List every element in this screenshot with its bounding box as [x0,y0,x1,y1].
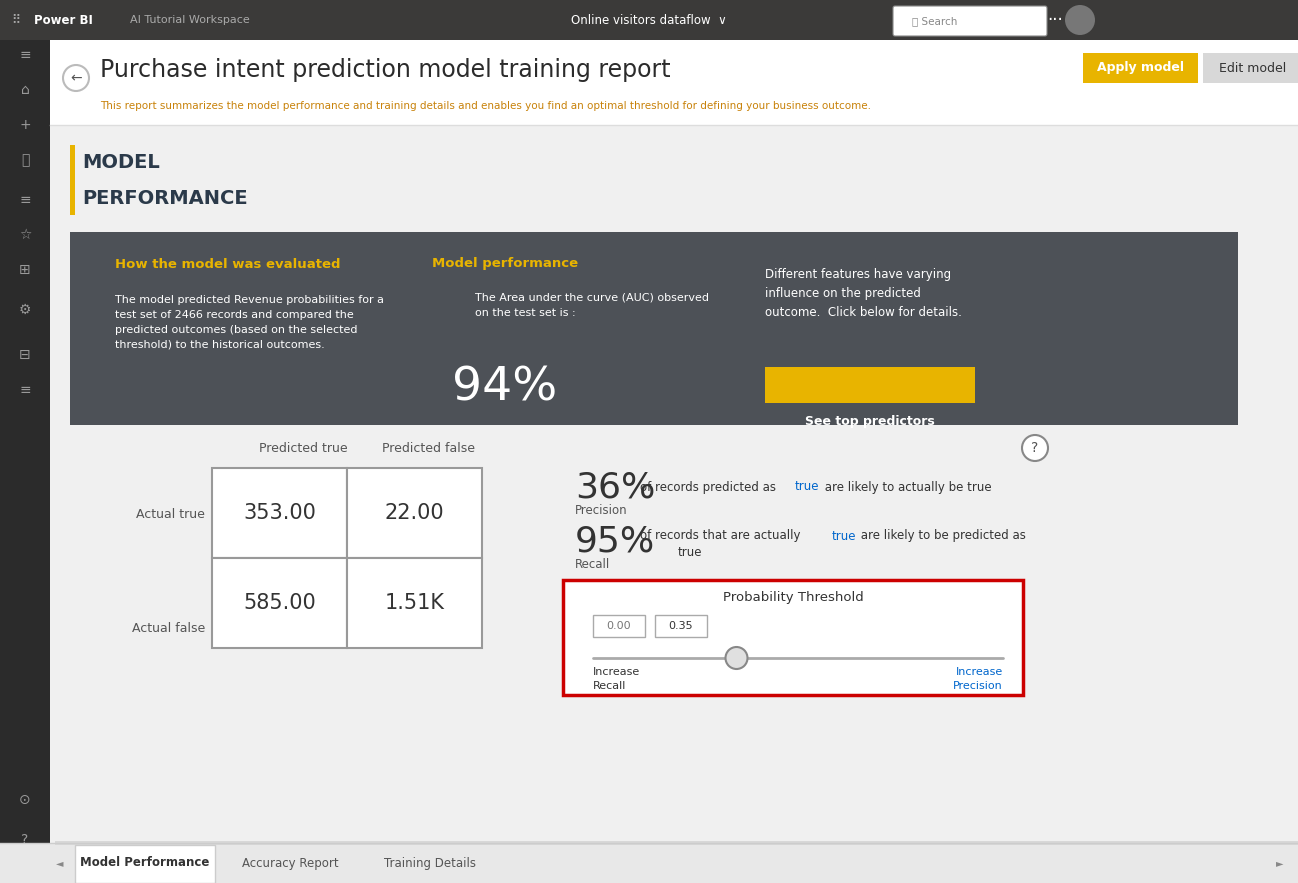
Text: true: true [832,530,857,542]
Bar [0,40,51,883]
FancyBboxPatch shape [1203,53,1298,83]
Bar [0,0,1298,40]
Text: ⚙: ⚙ [18,303,31,317]
Bar [51,40,1298,125]
Bar [655,615,707,637]
Text: The model predicted Revenue probabilities for a
test set of 2466 records and com: The model predicted Revenue probabilitie… [116,295,384,350]
Text: Precision: Precision [953,681,1003,691]
Text: 22.00: 22.00 [384,503,444,523]
Bar [51,125,1298,848]
Bar [563,580,1023,695]
Text: Predicted false: Predicted false [382,442,475,455]
Text: Different features have varying
influence on the predicted
outcome.  Click below: Different features have varying influenc… [765,268,962,319]
Bar [75,845,215,883]
Text: ···: ··· [1047,11,1063,29]
Text: Training Details: Training Details [384,857,476,870]
Text: Precision: Precision [575,503,628,517]
Text: Predicted true: Predicted true [258,442,348,455]
Text: Apply model: Apply model [1097,62,1184,74]
Text: The Area under the curve (AUC) observed
on the test set is :: The Area under the curve (AUC) observed … [475,293,709,318]
Text: are likely to actually be true: are likely to actually be true [822,480,992,494]
Text: ⊙: ⊙ [19,793,31,807]
Text: 353.00: 353.00 [243,503,315,523]
Text: of records predicted as: of records predicted as [640,480,780,494]
Text: PERFORMANCE: PERFORMANCE [82,188,248,208]
Text: How the model was evaluated: How the model was evaluated [116,259,340,271]
Text: ⊞: ⊞ [19,263,31,277]
Circle shape [1022,435,1047,461]
Text: are likely to be predicted as: are likely to be predicted as [857,530,1025,542]
Circle shape [1064,5,1096,35]
Text: See top predictors: See top predictors [805,414,935,427]
Text: ⌂: ⌂ [21,83,30,97]
Text: Increase: Increase [593,667,640,677]
Text: 0.35: 0.35 [668,621,693,631]
Bar [70,145,75,215]
Text: ☆: ☆ [18,228,31,242]
Text: AI Tutorial Workspace: AI Tutorial Workspace [130,15,249,25]
Text: Recall: Recall [593,681,627,691]
FancyBboxPatch shape [893,6,1047,36]
Text: MODEL: MODEL [82,154,160,172]
Text: true: true [678,547,702,560]
Text: Model performance: Model performance [432,256,578,269]
Text: ?: ? [1032,441,1038,455]
Text: ⠿: ⠿ [12,13,21,26]
Text: Accuracy Report: Accuracy Report [241,857,339,870]
Text: Probability Threshold: Probability Threshold [723,592,863,605]
Bar [347,468,482,558]
Bar [212,558,347,648]
Text: ←: ← [70,71,82,85]
Text: Actual true: Actual true [136,509,205,522]
Text: Increase: Increase [955,667,1003,677]
Text: ≡: ≡ [19,383,31,397]
Bar [212,468,347,558]
Text: ⬜: ⬜ [21,153,29,167]
Text: ◄: ◄ [56,858,64,868]
Text: 1.51K: 1.51K [384,593,444,613]
Text: 🔍 Search: 🔍 Search [912,16,958,26]
Bar [347,558,482,648]
Text: Recall: Recall [575,559,610,571]
Text: 95%: 95% [575,525,655,559]
Text: Purchase intent prediction model training report: Purchase intent prediction model trainin… [100,58,671,82]
Text: of records that are actually: of records that are actually [640,530,805,542]
Text: ≡: ≡ [19,193,31,207]
Text: ≡: ≡ [19,48,31,62]
Text: 94%: 94% [453,366,558,411]
Text: true: true [794,480,819,494]
Bar [0,843,1298,883]
Text: Edit model: Edit model [1219,62,1286,74]
FancyBboxPatch shape [1083,53,1198,83]
Text: Power BI: Power BI [34,13,93,26]
Text: ⊟: ⊟ [19,348,31,362]
Bar [70,232,1238,425]
Text: 585.00: 585.00 [243,593,315,613]
Text: This report summarizes the model performance and training details and enables yo: This report summarizes the model perform… [100,101,871,111]
Circle shape [726,647,748,669]
Text: Model Performance: Model Performance [80,857,210,870]
Text: +: + [19,118,31,132]
Text: 36%: 36% [575,470,655,504]
Text: 0.00: 0.00 [606,621,631,631]
Bar [55,841,1298,845]
Text: Actual false: Actual false [132,622,205,635]
Text: ?: ? [21,833,29,847]
Text: Online visitors dataflow  ∨: Online visitors dataflow ∨ [571,13,727,26]
Circle shape [64,65,90,91]
Bar [765,367,975,403]
Bar [593,615,645,637]
Text: ►: ► [1276,858,1284,868]
